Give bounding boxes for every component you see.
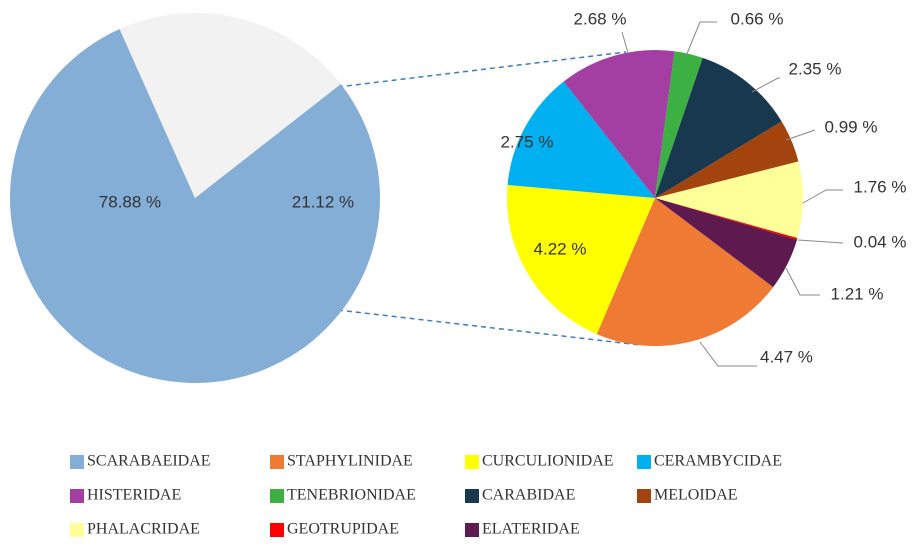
data-label: 21.12 %: [292, 192, 354, 211]
data-label: 4.47 %: [760, 347, 813, 366]
leader-line: [797, 239, 844, 244]
legend-label: ELATERIDAE: [482, 521, 580, 538]
connector-line: [337, 309, 641, 346]
legend-label: HISTERIDAE: [87, 487, 181, 504]
legend-label: PHALACRIDAE: [87, 521, 200, 538]
legend-label: CURCULIONIDAE: [482, 453, 614, 470]
legend-swatch: [637, 489, 651, 503]
legend-swatch: [637, 455, 651, 469]
data-label: 0.04 %: [854, 232, 907, 251]
data-label: 78.88 %: [99, 192, 161, 211]
legend-swatch: [70, 523, 84, 537]
pie-slice: [655, 121, 799, 198]
pie-slice: [655, 57, 782, 199]
pie-slice: [655, 161, 803, 239]
data-label: 0.66 %: [731, 9, 784, 28]
pie-slice: [119, 12, 341, 199]
legend-swatch: [270, 455, 284, 469]
pie-slice: [596, 198, 774, 347]
data-label: 0.99 %: [825, 117, 878, 136]
legend-swatch: [70, 455, 84, 469]
pie-slice: [563, 50, 675, 199]
pie-slice: [507, 81, 655, 198]
leader-line: [785, 267, 820, 296]
legend-swatch: [465, 489, 479, 503]
legend-swatch: [465, 523, 479, 537]
legend-swatch: [270, 523, 284, 537]
legend-label: CARABIDAE: [482, 487, 575, 504]
legend-label: CERAMBYCIDAE: [654, 453, 782, 470]
leader-line: [621, 31, 629, 54]
data-label: 2.68 %: [574, 9, 627, 28]
pie-slice: [10, 29, 381, 384]
connector-line: [337, 51, 627, 88]
legend-swatch: [70, 489, 84, 503]
legend-swatch: [465, 455, 479, 469]
leader-line: [802, 189, 843, 204]
data-label: 1.21 %: [831, 284, 884, 303]
data-label: 4.22 %: [534, 239, 587, 258]
legend-swatch: [270, 489, 284, 503]
leader-line: [699, 341, 757, 367]
legend-label: GEOTRUPIDAE: [287, 521, 399, 538]
legend-label: TENEBRIONIDAE: [287, 487, 416, 504]
leader-line: [785, 129, 816, 141]
pie-slice: [507, 184, 655, 335]
data-label: 1.76 %: [854, 177, 907, 196]
pie-slice: [655, 198, 797, 288]
pie-slice: [655, 51, 703, 199]
legend-label: SCARABAEIDAE: [87, 453, 211, 470]
leader-line: [751, 77, 780, 93]
data-label: 2.75 %: [501, 132, 554, 151]
pie-slice: [655, 198, 798, 240]
data-label: 2.35 %: [789, 59, 842, 78]
leader-line: [685, 21, 717, 57]
legend-label: MELOIDAE: [654, 487, 738, 504]
legend-label: STAPHYLINIDAE: [287, 453, 413, 470]
